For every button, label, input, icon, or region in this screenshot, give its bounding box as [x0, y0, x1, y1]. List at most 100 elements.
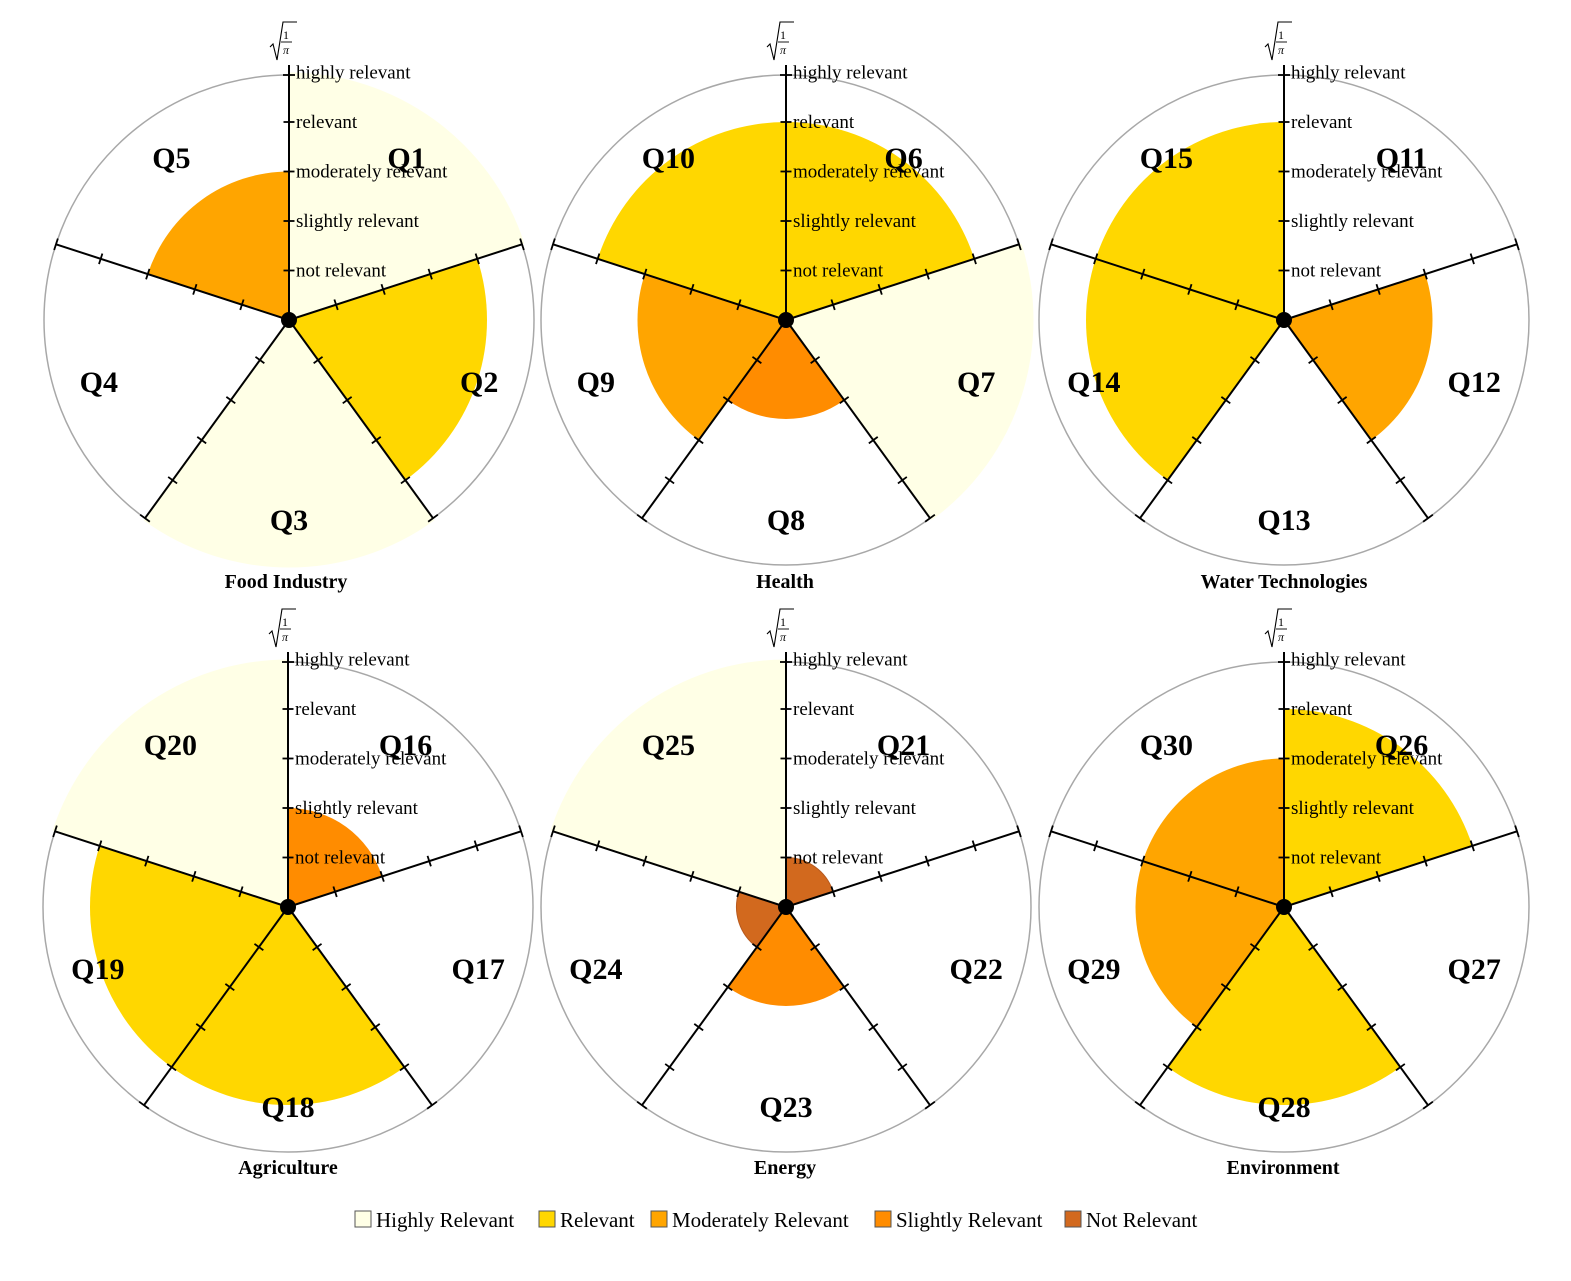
level-label: slightly relevant [1291, 211, 1415, 232]
spoke [785, 906, 931, 1106]
sector-q26 [1284, 709, 1473, 907]
spoke [288, 319, 434, 519]
level-label: relevant [295, 699, 357, 720]
level-label: slightly relevant [1291, 798, 1415, 819]
sqrt-sign [268, 608, 296, 648]
spoke-tick [342, 396, 353, 405]
scale-label: 1π√(1/π) [1264, 21, 1292, 61]
center-dot [778, 312, 794, 328]
spoke-end-tick [636, 513, 648, 523]
sqrt-denominator: π [780, 43, 787, 57]
level-label: not relevant [296, 261, 387, 282]
spoke [1050, 830, 1285, 908]
scale-label: 1π√(1/π) [269, 21, 297, 61]
sqrt-numerator: 1 [282, 615, 288, 629]
spoke-tick [1337, 396, 1348, 405]
spoke-end-tick [1422, 1100, 1434, 1110]
sqrt-numerator: 1 [1278, 615, 1284, 629]
spoke-tick [971, 840, 977, 852]
panel-title: Agriculture [238, 1157, 338, 1179]
spoke-end-tick [1016, 825, 1022, 838]
spoke-tick [1220, 983, 1231, 992]
question-label-q3: Q3 [270, 504, 308, 537]
spoke-tick [167, 476, 178, 485]
spoke-end-tick [1016, 238, 1022, 251]
question-label-q29: Q29 [1067, 953, 1120, 986]
sector-q8 [727, 320, 845, 419]
spoke-tick [1395, 1063, 1406, 1072]
legend-label: Moderately Relevant [672, 1208, 849, 1232]
sector-q6 [786, 122, 975, 320]
level-label: slightly relevant [296, 211, 420, 232]
spoke [287, 906, 433, 1106]
panel-title: Energy [754, 1157, 816, 1179]
level-label: relevant [793, 699, 855, 720]
sector-q2 [289, 258, 488, 481]
question-label-q5: Q5 [152, 142, 190, 175]
spoke-tick [1234, 886, 1240, 898]
spoke-tick [1162, 1063, 1173, 1072]
legend-swatch [538, 1210, 556, 1228]
question-label-q16: Q16 [379, 729, 432, 762]
spoke-tick [810, 356, 821, 365]
spoke-tick [1308, 356, 1319, 365]
spoke-tick [1249, 356, 1260, 365]
center-dot [778, 899, 794, 915]
sector-q18 [171, 907, 405, 1106]
level-label: relevant [1291, 699, 1353, 720]
spoke-tick [1191, 1023, 1202, 1032]
sqrt-sign [766, 608, 794, 648]
spoke-tick [1234, 299, 1240, 311]
spoke-end-tick [138, 1100, 150, 1110]
sector-q1 [289, 72, 525, 320]
spoke-end-tick [1048, 238, 1054, 251]
spoke-end-tick [427, 513, 439, 523]
spoke [1283, 906, 1429, 1106]
question-label-q14: Q14 [1067, 366, 1120, 399]
spoke-end-tick [1514, 825, 1520, 838]
level-label: relevant [793, 112, 855, 133]
spoke-tick [192, 283, 198, 295]
spoke [287, 830, 522, 908]
sqrt-numerator: 1 [780, 615, 786, 629]
spoke [143, 906, 289, 1106]
sector-q14 [1085, 258, 1284, 481]
question-label-q10: Q10 [642, 142, 695, 175]
spoke [1050, 243, 1285, 321]
spoke-end-tick [1048, 825, 1054, 838]
spoke-tick [1337, 983, 1348, 992]
spoke [54, 830, 289, 908]
spoke-tick [427, 268, 433, 280]
sector-q19 [89, 845, 289, 1068]
question-label-q20: Q20 [144, 729, 197, 762]
sqrt-denominator: π [1278, 630, 1285, 644]
spoke-tick [689, 870, 695, 882]
legend-label: Not Relevant [1086, 1208, 1198, 1232]
spoke-end-tick [1422, 513, 1434, 523]
question-label-q4: Q4 [80, 366, 118, 399]
sector-q9 [637, 274, 786, 441]
spoke-tick [145, 268, 151, 280]
spoke-tick [1140, 855, 1146, 867]
spoke-end-tick [924, 1100, 936, 1110]
spoke-tick [333, 299, 339, 311]
spoke-tick [839, 396, 850, 405]
scale-label: 1π√(1/π) [1264, 608, 1292, 648]
spoke [641, 906, 787, 1106]
spoke-tick [1187, 283, 1193, 295]
spoke-tick [868, 1023, 879, 1032]
level-label: relevant [296, 112, 358, 133]
panel-agriculture: not relevant slightly relevant moderately … [42, 608, 534, 1179]
spoke-end-tick [519, 238, 525, 251]
panel-title: Health [756, 571, 814, 593]
panel-title: Environment [1227, 1157, 1340, 1179]
level-label: moderately relevant [296, 162, 448, 183]
spoke-tick [751, 943, 762, 952]
panel-food-industry: not relevant slightly relevant moderately … [43, 21, 535, 593]
spoke-tick [1469, 253, 1475, 265]
spoke-tick [1140, 268, 1146, 280]
spoke-tick [1220, 396, 1231, 405]
spoke-tick [722, 396, 733, 405]
center-dot [280, 899, 296, 915]
sector-q29 [1135, 861, 1284, 1028]
